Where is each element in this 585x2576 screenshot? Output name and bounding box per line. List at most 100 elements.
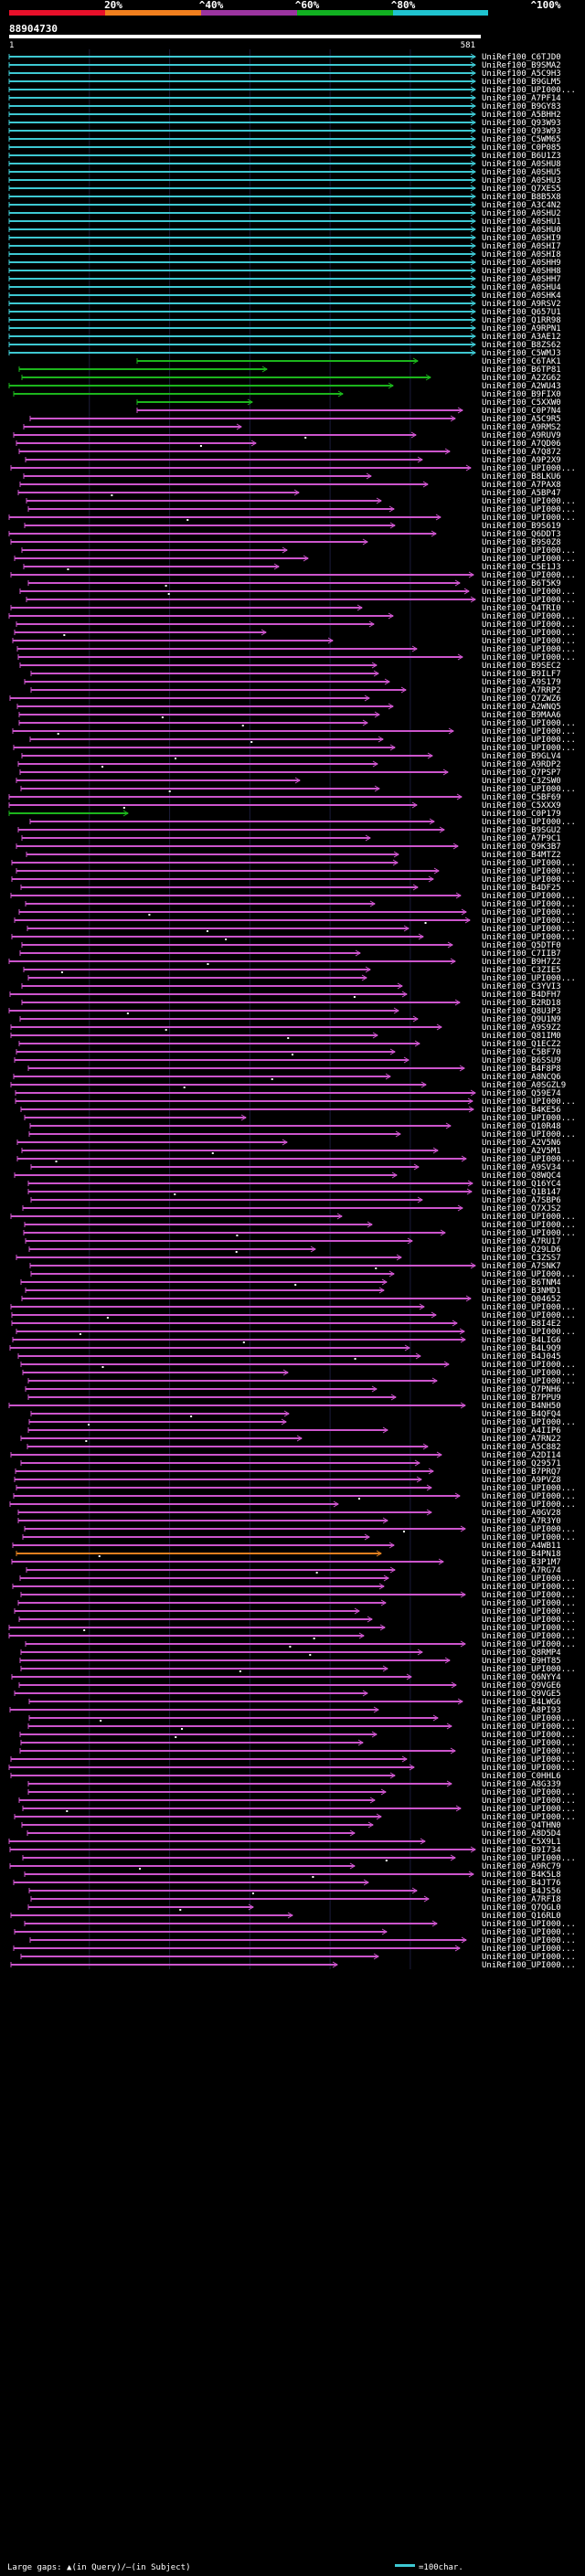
- hit-label[interactable]: UniRef100_A2DI14: [482, 1451, 561, 1460]
- hit-row[interactable]: UniRef100_UPI000...: [24, 1920, 576, 1929]
- hit-row[interactable]: UniRef100_Q1RR98: [8, 316, 561, 325]
- hit-label[interactable]: UniRef100_B9GLM5: [482, 78, 561, 87]
- hit-row[interactable]: UniRef100_Q7ZWZ6: [9, 694, 561, 704]
- hit-row[interactable]: UniRef100_UPI000...: [8, 514, 576, 523]
- hit-row[interactable]: UniRef100_UPI000...: [13, 1492, 576, 1501]
- hit-row[interactable]: UniRef100_UPI000...: [14, 629, 576, 638]
- hit-row[interactable]: UniRef100_A7RRP2: [30, 686, 561, 695]
- hit-row[interactable]: UniRef100_A7SBP6: [30, 1196, 561, 1205]
- hit-row[interactable]: UniRef100_UPI000...: [11, 859, 576, 868]
- hit-row[interactable]: UniRef100_UPI000...: [21, 546, 576, 556]
- hit-label[interactable]: UniRef100_UPI000...: [482, 505, 576, 514]
- hit-label[interactable]: UniRef100_A7RRP2: [482, 686, 561, 695]
- hit-label[interactable]: UniRef100_C0P179: [482, 810, 561, 819]
- hit-label[interactable]: UniRef100_A0SHU8: [482, 160, 561, 169]
- hit-label[interactable]: UniRef100_UPI000...: [482, 933, 576, 942]
- hit-label[interactable]: UniRef100_Q5DTF0: [482, 941, 561, 950]
- hit-row[interactable]: UniRef100_UPI000...: [22, 1533, 576, 1542]
- hit-label[interactable]: UniRef100_UPI000...: [482, 1492, 576, 1501]
- hit-row[interactable]: UniRef100_C5XXW0: [136, 398, 561, 408]
- hit-row[interactable]: UniRef100_UPI000...: [23, 1229, 576, 1238]
- hit-label[interactable]: UniRef100_A7SNK7: [482, 1262, 561, 1271]
- hit-row[interactable]: UniRef100_UPI000...: [18, 1616, 576, 1625]
- hit-row[interactable]: UniRef100_UPI000...: [17, 1599, 576, 1608]
- hit-label[interactable]: UniRef100_B6SSU9: [482, 1056, 561, 1065]
- hit-label[interactable]: UniRef100_A9SV34: [482, 1163, 561, 1172]
- hit-row[interactable]: UniRef100_B2RD18: [21, 999, 561, 1008]
- hit-row[interactable]: UniRef100_Q16YC4: [27, 1180, 561, 1189]
- hit-row[interactable]: UniRef100_B4MTZ2: [26, 851, 561, 860]
- hit-row[interactable]: UniRef100_UPI000...: [8, 86, 576, 95]
- hit-label[interactable]: UniRef100_A7R3Y0: [482, 1517, 561, 1526]
- hit-row[interactable]: UniRef100_UPI000...: [14, 1607, 576, 1617]
- hit-label[interactable]: UniRef100_A2V5N6: [482, 1139, 561, 1148]
- hit-row[interactable]: UniRef100_UPI000...: [19, 1574, 576, 1584]
- hit-row[interactable]: UniRef100_A9S9Z2: [10, 1023, 561, 1033]
- hit-row[interactable]: UniRef100_A3AE12: [8, 333, 561, 342]
- hit-row[interactable]: UniRef100_Q1B147: [27, 1188, 561, 1197]
- hit-label[interactable]: UniRef100_A7PAX8: [482, 481, 561, 490]
- hit-row[interactable]: UniRef100_B4JS56: [28, 1887, 561, 1896]
- hit-label[interactable]: UniRef100_A9RC79: [482, 1862, 561, 1871]
- hit-row[interactable]: UniRef100_UPI000...: [28, 1130, 576, 1140]
- hit-label[interactable]: UniRef100_A5BP47: [482, 489, 561, 498]
- hit-label[interactable]: UniRef100_Q10R48: [482, 1122, 561, 1131]
- hit-row[interactable]: UniRef100_A7RU17: [25, 1237, 561, 1246]
- hit-row[interactable]: UniRef100_UPI000...: [10, 892, 576, 901]
- hit-row[interactable]: UniRef100_C0P7N4: [136, 407, 561, 416]
- hit-label[interactable]: UniRef100_UPI000...: [482, 1591, 576, 1600]
- hit-row[interactable]: UniRef100_A0SHK4: [8, 292, 561, 301]
- hit-label[interactable]: UniRef100_UPI000...: [482, 555, 576, 564]
- hit-label[interactable]: UniRef100_UPI000...: [482, 785, 576, 794]
- hit-row[interactable]: UniRef100_A0SHI9: [8, 234, 561, 243]
- hit-row[interactable]: UniRef100_A0SHU4: [8, 283, 561, 292]
- hit-label[interactable]: UniRef100_UPI000...: [482, 1270, 576, 1279]
- hit-label[interactable]: UniRef100_UPI000...: [482, 1624, 576, 1633]
- hit-label[interactable]: UniRef100_C3ZSW0: [482, 777, 561, 786]
- hit-row[interactable]: UniRef100_B4PN18: [16, 1550, 561, 1559]
- hit-label[interactable]: UniRef100_B9HT85: [482, 1657, 561, 1666]
- hit-row[interactable]: UniRef100_UPI000...: [11, 1311, 576, 1320]
- hit-row[interactable]: UniRef100_B4LWG6: [28, 1698, 561, 1707]
- hit-label[interactable]: UniRef100_B7PRQ7: [482, 1468, 561, 1477]
- hit-label[interactable]: UniRef100_A5C882: [482, 1443, 561, 1452]
- hit-row[interactable]: UniRef100_Q9VGE6: [18, 1681, 561, 1691]
- hit-row[interactable]: UniRef100_A7P9C1: [21, 834, 561, 843]
- hit-label[interactable]: UniRef100_UPI000...: [482, 1747, 576, 1756]
- hit-label[interactable]: UniRef100_B6U1Z3: [482, 152, 561, 161]
- hit-row[interactable]: UniRef100_UPI000...: [19, 588, 576, 597]
- hit-label[interactable]: UniRef100_C6TJD0: [482, 53, 561, 62]
- hit-row[interactable]: UniRef100_A7RG74: [26, 1566, 561, 1575]
- hit-label[interactable]: UniRef100_C6TAK1: [482, 357, 561, 366]
- hit-label[interactable]: UniRef100_A9RPN1: [482, 324, 561, 334]
- hit-label[interactable]: UniRef100_A9RSV2: [482, 300, 561, 309]
- hit-row[interactable]: UniRef100_UPI000...: [27, 1377, 576, 1386]
- hit-label[interactable]: UniRef100_A3C4N2: [482, 201, 561, 210]
- hit-row[interactable]: UniRef100_B9H7Z2: [8, 958, 561, 967]
- hit-label[interactable]: UniRef100_A8D5D4: [482, 1829, 561, 1839]
- hit-label[interactable]: UniRef100_Q7PNH6: [482, 1385, 561, 1394]
- hit-label[interactable]: UniRef100_UPI000...: [482, 917, 576, 926]
- hit-row[interactable]: UniRef100_Q04652: [21, 1295, 561, 1304]
- hit-row[interactable]: UniRef100_B4DFH7: [9, 991, 561, 1000]
- hit-label[interactable]: UniRef100_UPI000...: [482, 1632, 576, 1641]
- hit-row[interactable]: UniRef100_A8PI93: [9, 1706, 561, 1715]
- hit-label[interactable]: UniRef100_B9GLV4: [482, 752, 561, 761]
- hit-row[interactable]: UniRef100_B4L9Q9: [9, 1344, 561, 1353]
- hit-label[interactable]: UniRef100_UPI000...: [482, 727, 576, 737]
- hit-label[interactable]: UniRef100_UPI000...: [482, 1616, 576, 1625]
- hit-label[interactable]: UniRef100_Q93W93: [482, 127, 561, 136]
- hit-row[interactable]: UniRef100_A5C882: [27, 1443, 561, 1452]
- hit-row[interactable]: UniRef100_A2DI14: [10, 1451, 561, 1460]
- hit-label[interactable]: UniRef100_A0SHU3: [482, 176, 561, 186]
- hit-row[interactable]: UniRef100_C5WMJ3: [8, 349, 561, 358]
- hit-label[interactable]: UniRef100_UPI000...: [482, 925, 576, 934]
- hit-label[interactable]: UniRef100_A5C9H3: [482, 69, 561, 79]
- hit-row[interactable]: UniRef100_UPI000...: [13, 744, 576, 753]
- hit-row[interactable]: UniRef100_UPI000...: [20, 1953, 576, 1962]
- hit-row[interactable]: UniRef100_B9GLV4: [21, 752, 561, 761]
- hit-label[interactable]: UniRef100_A7RN22: [482, 1435, 561, 1444]
- hit-label[interactable]: UniRef100_A9S9Z2: [482, 1023, 561, 1033]
- hit-label[interactable]: UniRef100_Q59E74: [482, 1089, 561, 1098]
- hit-label[interactable]: UniRef100_A7SBP6: [482, 1196, 561, 1205]
